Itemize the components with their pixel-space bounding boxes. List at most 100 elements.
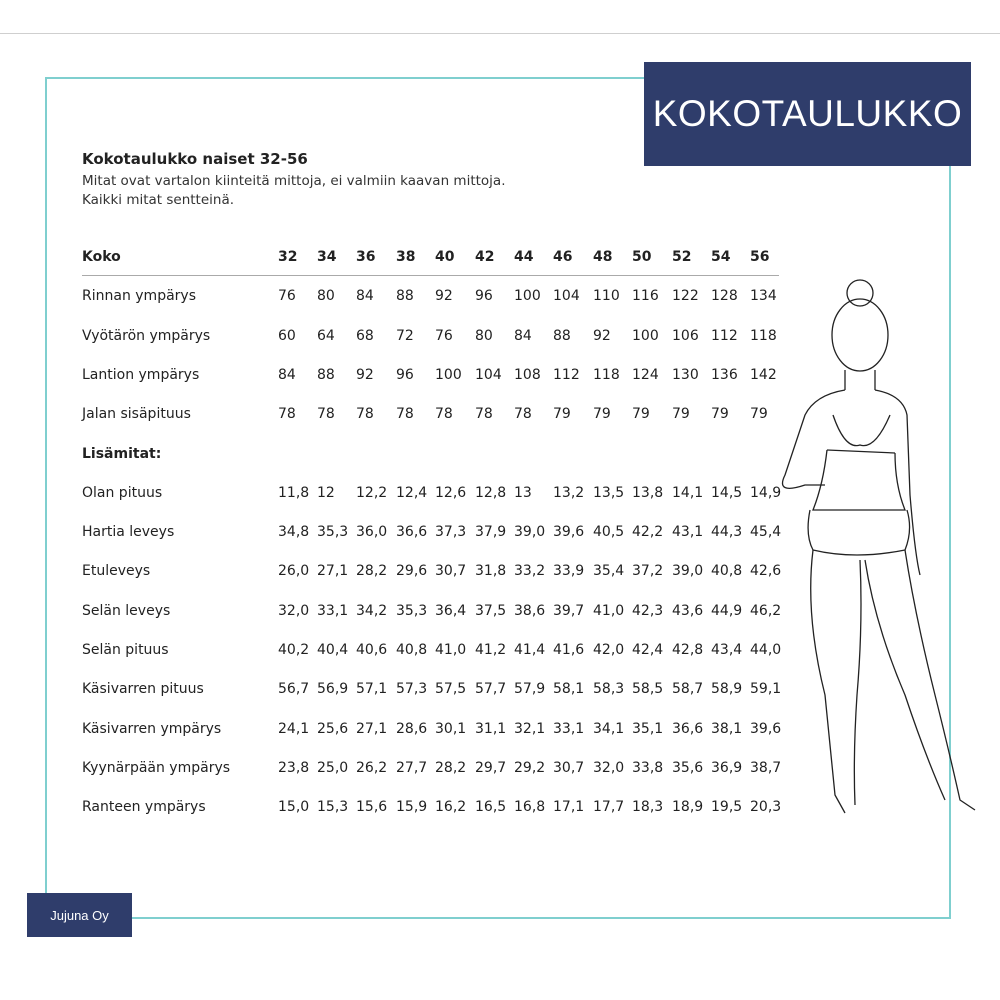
size-header-cell: 34 <box>317 249 337 265</box>
brand-label: Jujuna Oy <box>27 893 132 937</box>
table-cell: 37,9 <box>475 524 507 541</box>
table-cell: 42,0 <box>593 642 625 658</box>
table-cell: 35,3 <box>317 524 349 541</box>
table-cell: 79 <box>711 406 729 423</box>
table-cell: 42,4 <box>632 642 664 658</box>
size-header-cell: 36 <box>356 249 376 265</box>
table-cell: 32,1 <box>514 720 546 737</box>
table-cell: 130 <box>672 366 699 383</box>
table-cell: 100 <box>514 288 541 305</box>
table-cell: 57,5 <box>435 681 467 698</box>
table-cell: 104 <box>475 366 502 383</box>
table-cell: 13,8 <box>632 484 664 501</box>
table-cell: 31,8 <box>475 563 507 580</box>
table-cell: 80 <box>317 288 335 305</box>
row-label: Kyynärpään ympärys <box>82 759 231 776</box>
row-label: Etuleveys <box>82 563 151 580</box>
table-cell: 108 <box>514 366 541 383</box>
table-cell: 79 <box>593 406 611 423</box>
table-cell: 42,8 <box>672 642 704 658</box>
table-cell: 39,0 <box>672 563 704 580</box>
table-cell: 42,6 <box>750 563 782 580</box>
table-cell: 136 <box>711 366 738 383</box>
table-cell: 118 <box>593 366 620 383</box>
table-cell: 34,2 <box>356 602 388 619</box>
table-cell: 88 <box>396 288 414 305</box>
table-cell: 26,2 <box>356 759 388 776</box>
size-header-cell: 52 <box>672 249 692 265</box>
table-cell: 92 <box>435 288 453 305</box>
table-cell: 112 <box>711 327 738 344</box>
table-cell: 100 <box>435 366 462 383</box>
row-label: Jalan sisäpituus <box>82 406 191 423</box>
row-label: Hartia leveys <box>82 524 175 541</box>
woman-illustration <box>781 279 976 814</box>
row-label: Selän leveys <box>82 602 171 619</box>
size-header-cell: 32 <box>278 249 298 265</box>
table-cell: 18,3 <box>632 799 664 816</box>
size-header-cell: 44 <box>514 249 534 265</box>
header-divider <box>82 275 779 276</box>
table-cell: 58,1 <box>553 681 585 698</box>
table-cell: 33,1 <box>317 602 349 619</box>
table-cell: 56,7 <box>278 681 310 698</box>
table-cell: 78 <box>475 406 493 423</box>
table-cell: 88 <box>317 366 335 383</box>
table-cell: 23,8 <box>278 759 310 776</box>
table-cell: 40,4 <box>317 642 349 658</box>
table-cell: 76 <box>278 288 296 305</box>
table-cell: 44,9 <box>711 602 743 619</box>
size-header-cell: 46 <box>553 249 573 265</box>
table-cell: 12,4 <box>396 484 428 501</box>
table-cell: 30,7 <box>553 759 585 776</box>
table-cell: 33,8 <box>632 759 664 776</box>
table-cell: 17,7 <box>593 799 625 816</box>
table-cell: 40,2 <box>278 642 310 658</box>
table-cell: 57,3 <box>396 681 428 698</box>
size-header-cell: 50 <box>632 249 652 265</box>
content-frame <box>45 77 951 919</box>
table-cell: 58,9 <box>711 681 743 698</box>
table-cell: 78 <box>435 406 453 423</box>
table-cell: 40,8 <box>711 563 743 580</box>
table-cell: 40,5 <box>593 524 625 541</box>
table-cell: 32,0 <box>593 759 625 776</box>
table-cell: 14,1 <box>672 484 704 501</box>
table-cell: 59,1 <box>750 681 782 698</box>
table-cell: 41,0 <box>435 642 467 658</box>
table-cell: 41,2 <box>475 642 507 658</box>
table-cell: 57,7 <box>475 681 507 698</box>
table-cell: 92 <box>593 327 611 344</box>
table-cell: 41,0 <box>593 602 625 619</box>
table-cell: 44,0 <box>750 642 782 658</box>
table-cell: 106 <box>672 327 699 344</box>
table-cell: 35,6 <box>672 759 704 776</box>
table-cell: 35,1 <box>632 720 664 737</box>
table-cell: 39,7 <box>553 602 585 619</box>
table-cell: 79 <box>672 406 690 423</box>
table-cell: 19,5 <box>711 799 743 816</box>
table-cell: 84 <box>356 288 374 305</box>
table-cell: 78 <box>396 406 414 423</box>
table-cell: 41,4 <box>514 642 546 658</box>
table-cell: 58,5 <box>632 681 664 698</box>
table-cell: 27,1 <box>356 720 388 737</box>
table-cell: 36,4 <box>435 602 467 619</box>
table-cell: 118 <box>750 327 777 344</box>
table-cell: 112 <box>553 366 580 383</box>
table-cell: 33,2 <box>514 563 546 580</box>
table-cell: 17,1 <box>553 799 585 816</box>
table-cell: 13,2 <box>553 484 585 501</box>
table-cell: 16,8 <box>514 799 546 816</box>
row-label: Vyötärön ympärys <box>82 327 211 344</box>
table-cell: 30,7 <box>435 563 467 580</box>
table-cell: 43,1 <box>672 524 704 541</box>
table-cell: 25,0 <box>317 759 349 776</box>
table-cell: 45,4 <box>750 524 782 541</box>
table-cell: 110 <box>593 288 620 305</box>
row-label: Lantion ympärys <box>82 366 200 383</box>
table-cell: 122 <box>672 288 699 305</box>
table-cell: 79 <box>750 406 768 423</box>
table-cell: 12,2 <box>356 484 388 501</box>
table-cell: 128 <box>711 288 738 305</box>
